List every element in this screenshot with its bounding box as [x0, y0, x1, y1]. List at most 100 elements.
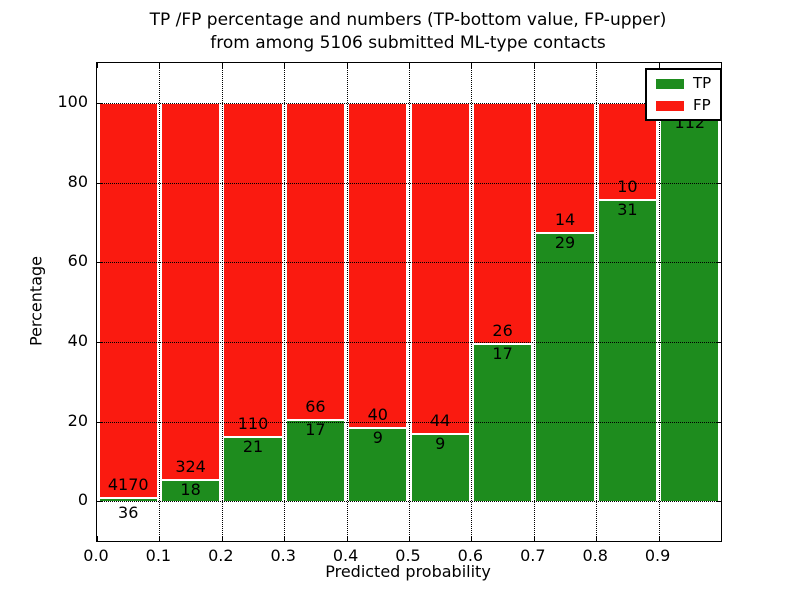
gridline-v	[471, 63, 473, 541]
tick-mark	[721, 63, 722, 68]
tick-mark	[284, 536, 286, 541]
fp-count-label: 14	[554, 209, 576, 229]
fp-count-label: 44	[430, 410, 451, 430]
x-tick-label: 0.6	[457, 546, 484, 565]
gridline-v	[284, 63, 286, 541]
bar-fp-segment	[348, 102, 408, 428]
legend: TP FP	[645, 68, 723, 121]
y-tick-label: 40	[67, 330, 88, 350]
bar-fp-segment	[285, 102, 346, 420]
bar-count-labels-layer: 4170 36 324 18 110 21 66 17 40 9 44 9 26 17 14 29 10 31 11…	[97, 63, 721, 541]
legend-entry-tp: TP	[656, 76, 711, 91]
tick-mark	[97, 421, 102, 423]
bars-layer	[97, 63, 721, 541]
bar-tp-segment	[660, 113, 720, 502]
tick-mark	[716, 421, 721, 423]
chart-title-line2: from among 5106 submitted ML-type contac…	[210, 33, 606, 53]
tick-mark	[284, 63, 286, 68]
tick-mark	[658, 536, 660, 541]
tp-count-label: 17	[492, 343, 513, 363]
bar-tp-segment	[597, 199, 658, 502]
bar-fp-segment	[410, 102, 470, 434]
gridline-v	[596, 63, 598, 541]
tick-mark	[159, 536, 161, 541]
bar-tp-segment	[348, 427, 408, 502]
tick-mark	[97, 102, 102, 104]
legend-entry-fp: FP	[656, 98, 711, 113]
legend-label-fp: FP	[693, 96, 711, 114]
fp-count-label: 4170	[107, 474, 149, 494]
gridline-v	[533, 63, 535, 541]
bar-tp-segment	[223, 437, 283, 502]
bar-tp-segment	[285, 419, 346, 502]
x-axis-label: Predicted probability	[325, 562, 491, 581]
tick-mark	[159, 63, 161, 68]
tick-mark	[721, 536, 722, 541]
gridline-v	[409, 63, 410, 541]
bar-fp-segment	[472, 102, 533, 344]
fp-count-label: 110	[237, 414, 269, 434]
tick-mark	[221, 63, 223, 68]
x-tick-label: 0.9	[644, 546, 671, 565]
tick-mark	[471, 536, 473, 541]
tick-mark	[97, 536, 98, 541]
bar-fp-segment	[98, 102, 158, 498]
y-tick-label: 100	[57, 91, 88, 111]
y-tick-label: 80	[67, 171, 88, 191]
y-tick-label: 20	[67, 410, 88, 430]
tp-count-label: 17	[305, 419, 326, 439]
tick-mark	[97, 341, 102, 343]
gridline-v	[159, 63, 161, 541]
tick-mark	[658, 63, 660, 68]
fp-count-label: 66	[305, 396, 326, 416]
tp-count-label: 18	[180, 480, 201, 500]
bar-tp-segment	[98, 497, 158, 502]
bar-fp-segment	[160, 102, 221, 481]
tick-mark	[97, 182, 102, 184]
gridline-v	[346, 63, 348, 541]
x-tick-label: 0.5	[395, 546, 421, 565]
tp-count-label: 36	[118, 503, 139, 523]
tick-mark	[596, 63, 598, 68]
tick-mark	[716, 182, 721, 184]
legend-label-tp: TP	[693, 74, 712, 92]
y-tick-label: 0	[77, 490, 88, 510]
x-tick-label: 0.1	[145, 546, 172, 565]
tick-mark	[471, 63, 473, 68]
grid-layer	[97, 63, 721, 541]
tick-mark	[97, 262, 102, 264]
y-tick-label: 60	[67, 251, 88, 271]
tick-mark	[346, 536, 348, 541]
tp-count-label: 29	[554, 232, 576, 252]
tick-mark	[533, 63, 535, 68]
fp-count-label: 324	[175, 457, 206, 477]
bar-fp-segment	[535, 102, 595, 233]
bar-tp-segment	[160, 480, 221, 502]
tick-mark	[221, 536, 223, 541]
legend-swatch-fp-icon	[656, 100, 684, 111]
x-tick-label: 0.7	[520, 546, 546, 565]
fp-count-label: 10	[617, 176, 638, 196]
chart-title-line1: TP /FP percentage and numbers (TP-bottom…	[149, 10, 667, 30]
tp-count-label: 31	[617, 199, 638, 219]
tick-mark	[97, 501, 102, 503]
x-tick-label: 0.8	[582, 546, 608, 565]
tick-mark	[409, 63, 410, 68]
x-tick-label: 0.4	[332, 546, 359, 565]
tp-count-label: 9	[435, 433, 446, 453]
tp-count-label: 21	[242, 437, 264, 457]
gridline-v	[221, 63, 223, 541]
tick-mark	[716, 262, 721, 264]
tick-mark	[346, 63, 348, 68]
tick-mark	[409, 536, 410, 541]
gridline-v	[658, 63, 660, 541]
tick-mark	[716, 341, 721, 343]
plot-area: 4170 36 324 18 110 21 66 17 40 9 44 9 26 17 14 29 10 31 11…	[96, 62, 723, 542]
x-tick-label: 0.0	[83, 546, 109, 565]
x-tick-label: 0.3	[270, 546, 296, 565]
legend-swatch-tp-icon	[656, 78, 684, 89]
tick-mark	[596, 536, 598, 541]
x-tick-label: 0.2	[208, 546, 234, 565]
bar-tp-segment	[535, 232, 595, 502]
